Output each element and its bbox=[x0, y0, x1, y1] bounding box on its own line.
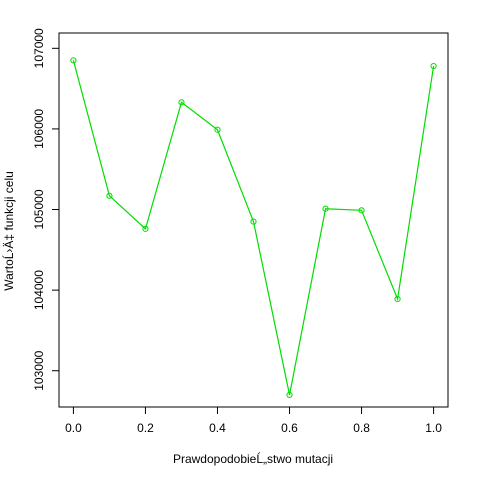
data-point bbox=[142, 225, 149, 232]
y-tick-label: 107000 bbox=[32, 28, 46, 68]
series-group bbox=[70, 57, 437, 399]
x-tick-label: 0.8 bbox=[353, 421, 370, 435]
data-point bbox=[214, 126, 221, 133]
y-tick-label: 103000 bbox=[32, 350, 46, 390]
data-point bbox=[106, 192, 113, 199]
data-point bbox=[358, 207, 365, 214]
y-tick-label: 104000 bbox=[32, 270, 46, 310]
x-tick-label: 1.0 bbox=[425, 421, 442, 435]
data-point bbox=[250, 218, 257, 225]
data-point bbox=[430, 62, 437, 70]
x-axis-title: PrawdopodobieĹ„stwo mutacji bbox=[173, 451, 333, 466]
y-axis-title: WartoĹ›Ä‡ funkcji celu bbox=[1, 171, 16, 291]
x-tick-label: 0.2 bbox=[137, 421, 154, 435]
data-point bbox=[322, 205, 329, 212]
x-tick-label: 0.0 bbox=[65, 421, 82, 435]
data-point bbox=[286, 391, 293, 399]
x-axis: 0.0 0.2 0.4 0.6 0.8 1.0 bbox=[65, 406, 442, 435]
y-tick-label: 105000 bbox=[32, 189, 46, 229]
data-point bbox=[394, 295, 401, 303]
y-tick-label: 106000 bbox=[32, 109, 46, 149]
y-axis: 103000 104000 105000 106000 107000 bbox=[32, 28, 60, 391]
data-point bbox=[178, 99, 185, 106]
x-tick-label: 0.4 bbox=[209, 421, 226, 435]
series-line bbox=[72, 60, 435, 396]
x-tick-label: 0.6 bbox=[281, 421, 298, 435]
data-point bbox=[70, 57, 77, 64]
